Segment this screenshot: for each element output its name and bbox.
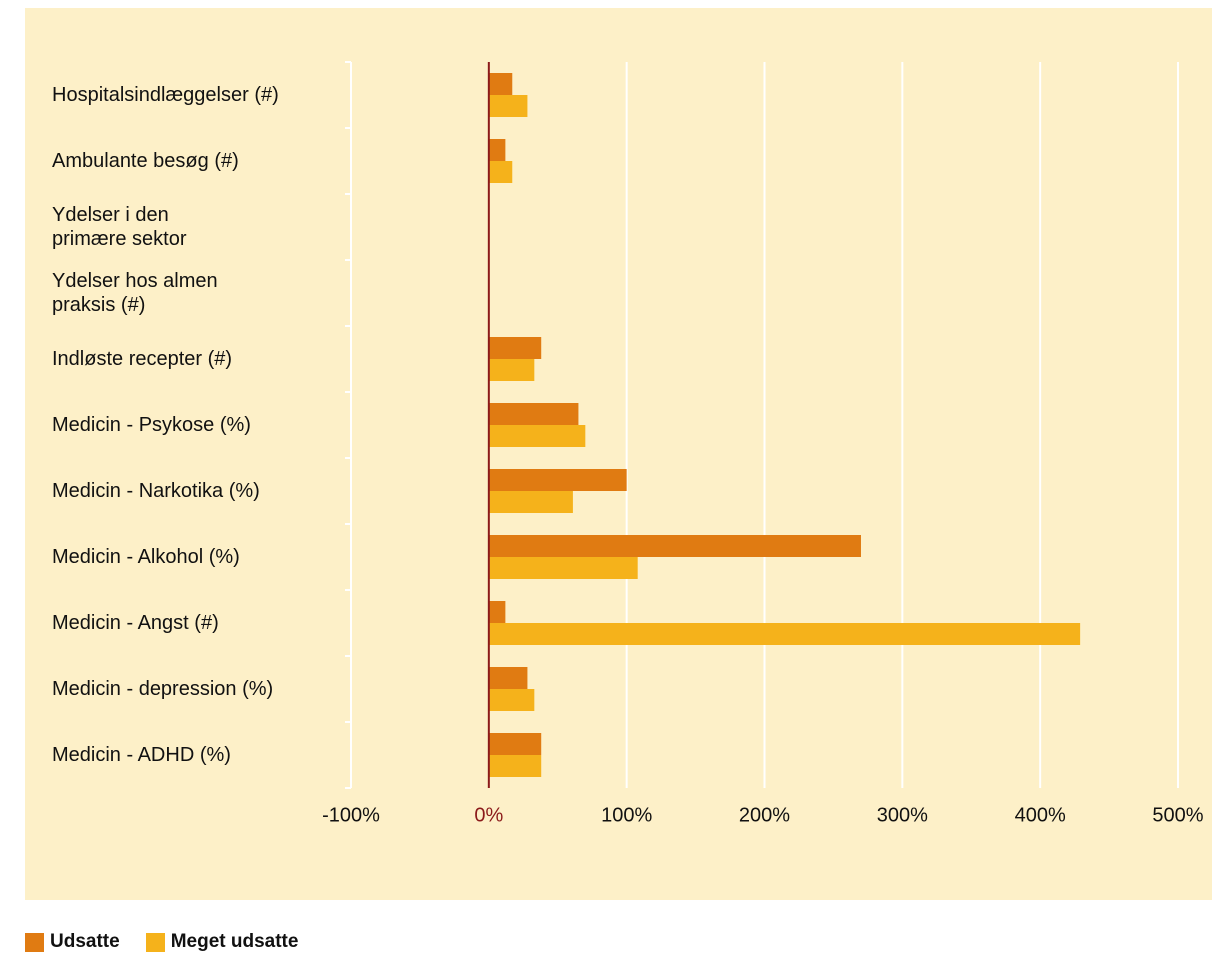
y-tick-label: Medicin - Angst (#)	[52, 612, 219, 634]
bar	[488, 73, 513, 95]
y-tick-label: Medicin - depression (%)	[52, 678, 274, 700]
bar	[488, 755, 542, 777]
bar	[488, 403, 579, 425]
bar	[488, 601, 506, 623]
x-tick-label: 200%	[739, 804, 790, 826]
bar	[488, 469, 627, 491]
y-tick-label: Medicin - Psykose (%)	[52, 414, 251, 436]
y-tick-label: Hospitalsindlæggelser (#)	[52, 84, 279, 106]
x-tick-label: 0%	[474, 804, 503, 826]
legend-swatch	[25, 932, 44, 952]
y-tick-label: Ydelser i den primære sektor	[52, 204, 187, 250]
bar	[488, 733, 542, 755]
x-tick-label: 500%	[1152, 804, 1203, 826]
bar	[488, 535, 861, 557]
legend-label: Udsatte	[50, 931, 120, 952]
bar	[488, 425, 586, 447]
y-tick-label: Ambulante besøg (#)	[52, 150, 239, 172]
bar	[488, 161, 513, 183]
bar	[488, 337, 542, 359]
bar	[488, 95, 528, 117]
x-tick-label: 300%	[877, 804, 928, 826]
legend-item: Meget udsatte	[145, 931, 299, 952]
legend-item: Udsatte	[25, 931, 120, 952]
bar	[488, 491, 573, 513]
x-tick-label: 100%	[601, 804, 652, 826]
bar	[488, 623, 1081, 645]
y-tick-label: Ydelser hos almen praksis (#)	[52, 270, 218, 316]
x-tick-label: 400%	[1015, 804, 1066, 826]
bar	[488, 667, 528, 689]
y-tick-label: Medicin - ADHD (%)	[52, 744, 231, 766]
chart-panel	[25, 8, 1212, 900]
y-tick-label: Medicin - Narkotika (%)	[52, 480, 260, 502]
y-tick-label: Indløste recepter (#)	[52, 348, 233, 370]
bar	[488, 359, 535, 381]
legend-label: Meget udsatte	[170, 931, 299, 952]
bar	[488, 557, 638, 579]
y-tick-label: Medicin - Alkohol (%)	[52, 546, 240, 568]
legend-swatch	[145, 932, 165, 952]
bar	[488, 689, 535, 711]
x-tick-label: -100%	[322, 804, 380, 826]
bar	[488, 139, 506, 161]
